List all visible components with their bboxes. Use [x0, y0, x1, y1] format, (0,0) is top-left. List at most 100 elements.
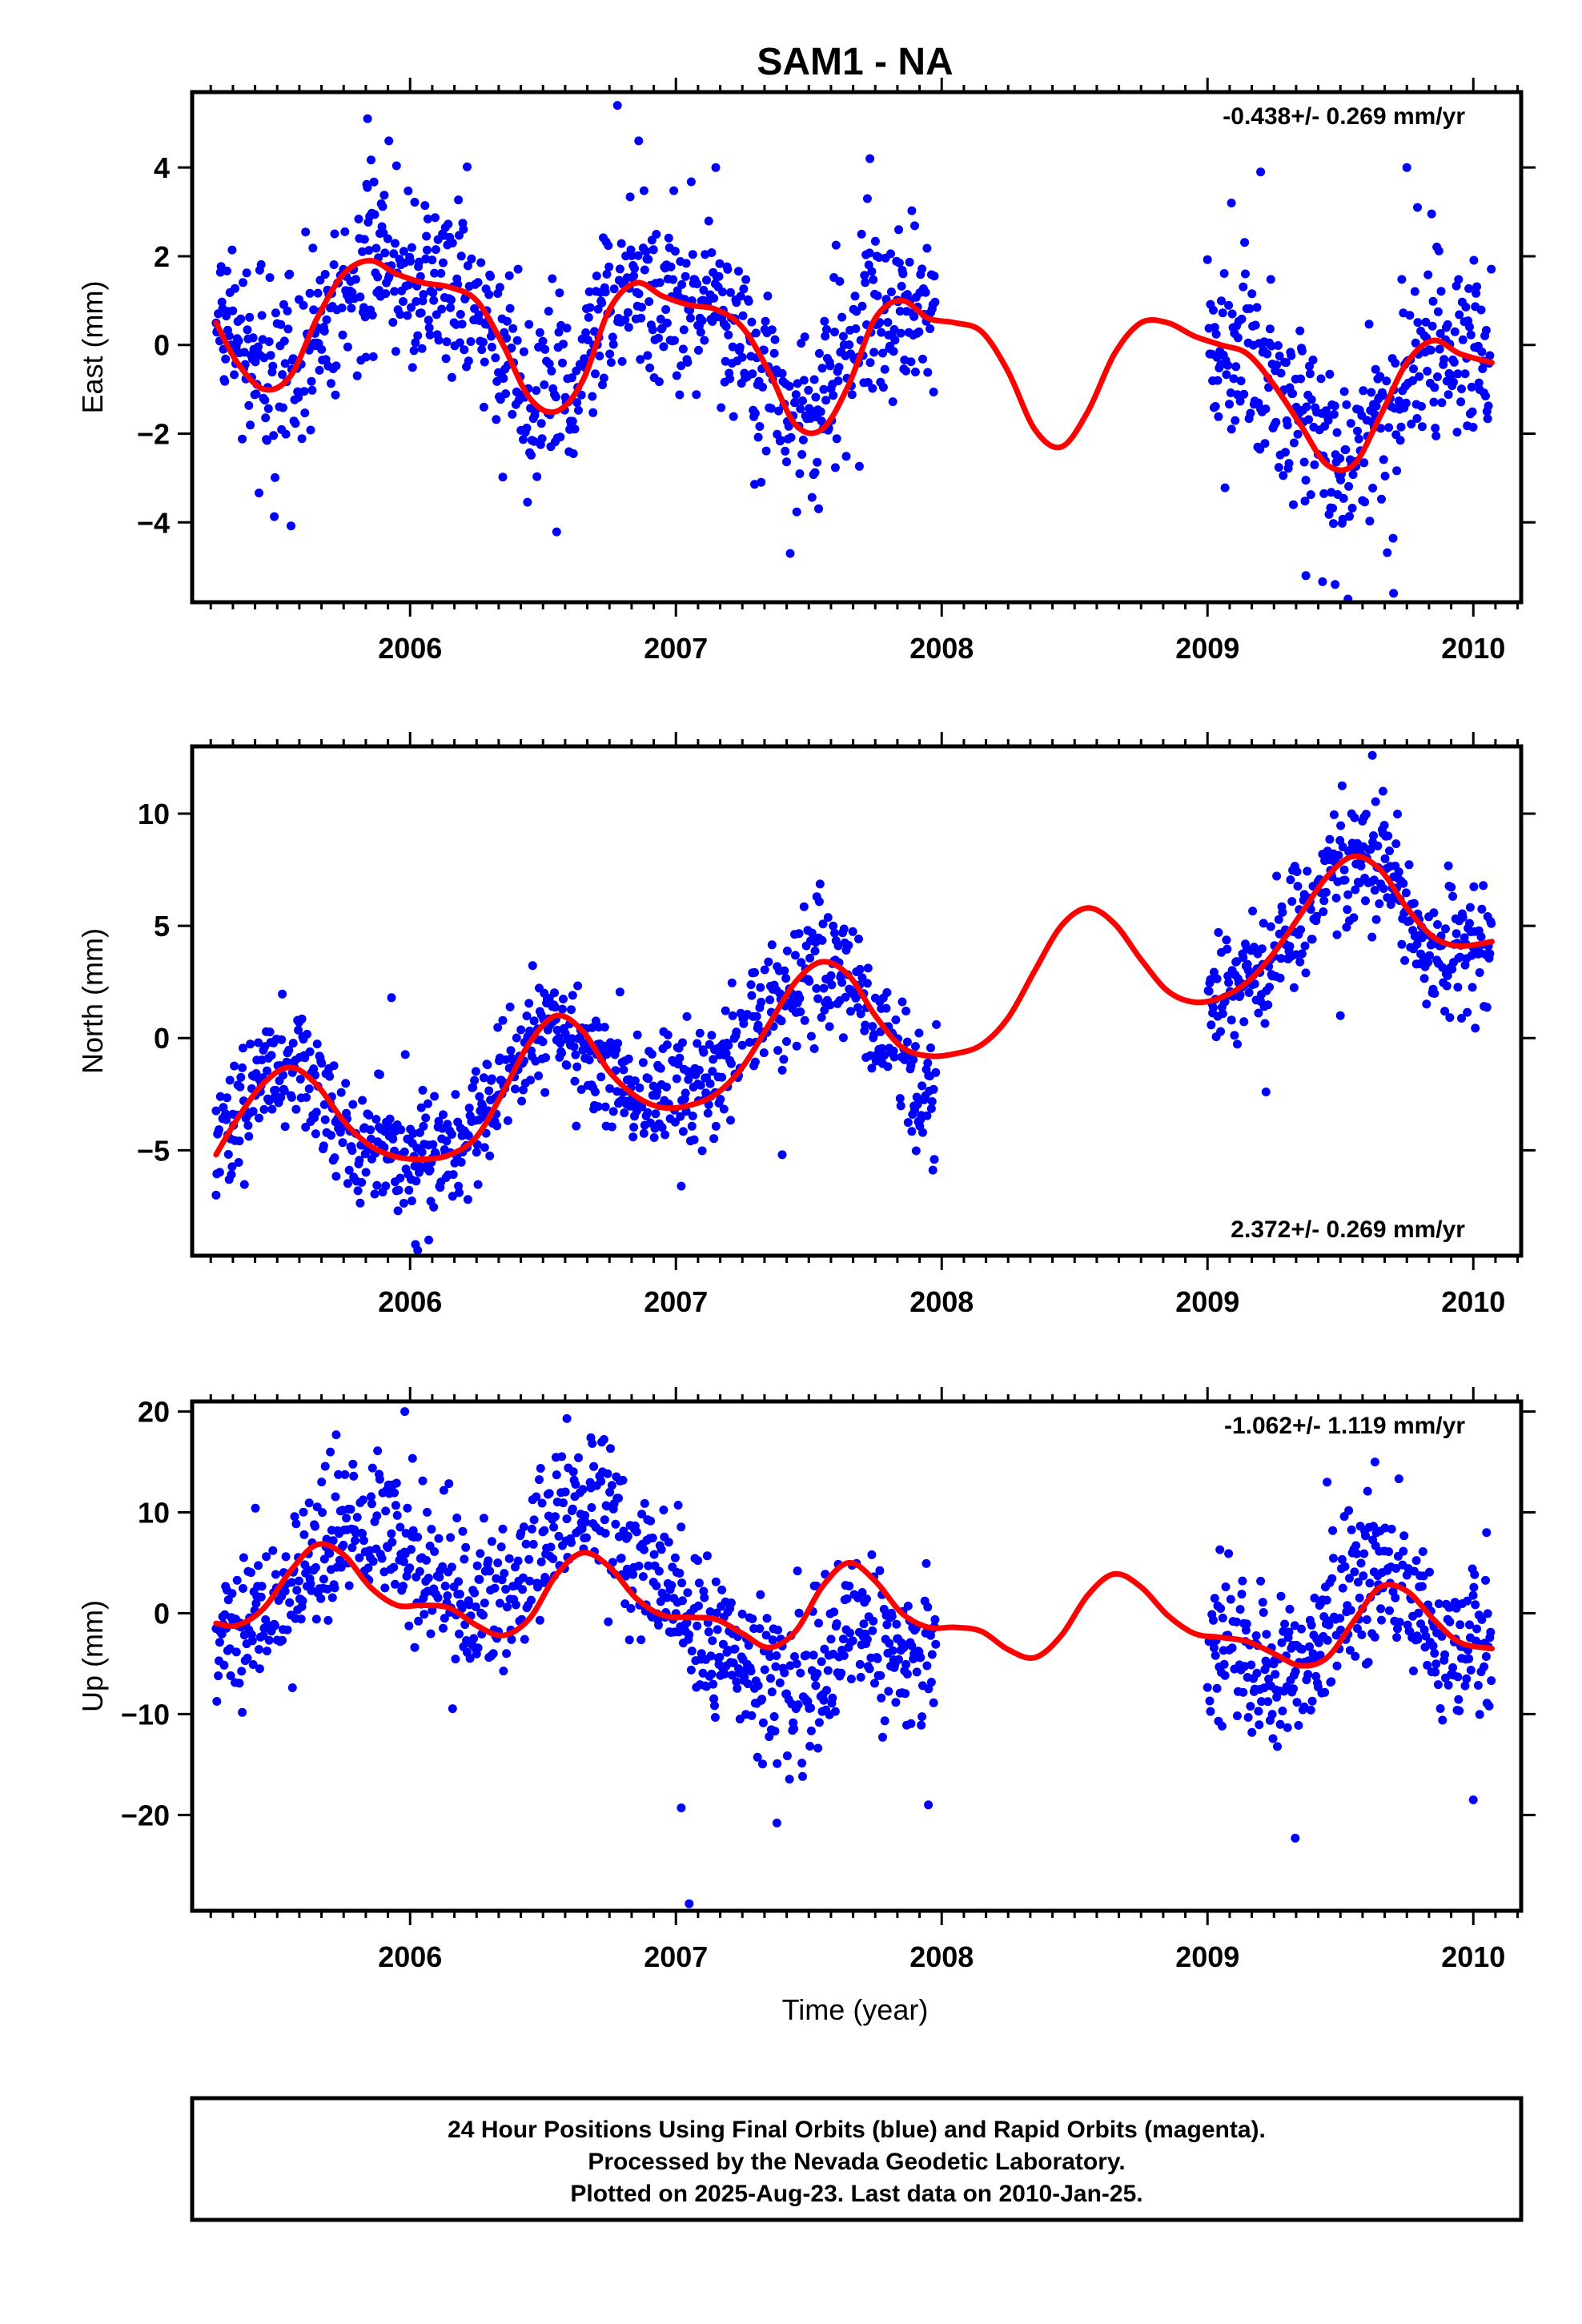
up-data-point: [758, 1759, 767, 1769]
north-data-point: [1485, 949, 1495, 959]
east-data-point: [595, 352, 604, 360]
east-data-point: [686, 177, 696, 187]
east-data-point: [476, 258, 486, 267]
up-data-point: [1464, 1654, 1474, 1663]
up-outlier-point: [1482, 1528, 1492, 1538]
east-data-point: [845, 340, 854, 349]
north-data-point: [891, 1015, 901, 1024]
up-data-point: [1227, 1643, 1237, 1653]
up-data-point: [727, 1671, 737, 1680]
north-rate-label: 2.372+/- 0.269 mm/yr: [1231, 1216, 1465, 1243]
up-data-point: [603, 1469, 612, 1478]
up-data-point: [1329, 1554, 1338, 1563]
up-data-point: [424, 1574, 433, 1582]
east-data-point: [231, 283, 239, 293]
up-data-point: [917, 1720, 926, 1730]
north-data-point: [239, 1180, 249, 1189]
east-data-point: [536, 419, 546, 428]
north-data-point: [895, 1094, 905, 1104]
east-data-point: [793, 379, 802, 388]
up-data-point: [1206, 1707, 1215, 1716]
up-data-point: [349, 1471, 359, 1481]
east-data-point: [715, 259, 725, 268]
up-data-point: [460, 1554, 469, 1564]
north-data-point: [1385, 846, 1394, 855]
east-data-point: [1288, 389, 1298, 398]
east-data-point: [363, 183, 372, 192]
up-data-point: [330, 1583, 339, 1593]
north-data-point: [1223, 944, 1232, 954]
up-data-point: [884, 1687, 893, 1696]
up-data-point: [636, 1635, 646, 1645]
up-data-point: [620, 1599, 630, 1609]
east-data-point: [1443, 390, 1453, 400]
north-plot-frame: [190, 744, 1524, 1258]
north-data-point: [1356, 861, 1366, 870]
up-data-point: [790, 1652, 799, 1661]
up-data-point: [805, 1742, 815, 1751]
east-data-point: [643, 351, 652, 360]
up-data-point: [285, 1598, 295, 1607]
up-data-point: [600, 1529, 610, 1538]
east-data-point: [909, 312, 919, 321]
east-data-point: [814, 348, 824, 358]
up-data-point: [557, 1452, 567, 1462]
east-data-point: [753, 432, 763, 442]
east-data-point: [338, 330, 347, 340]
east-data-point: [1461, 302, 1471, 312]
east-data-point: [1364, 320, 1374, 329]
north-data-point: [1423, 958, 1433, 967]
up-data-point: [829, 1607, 839, 1617]
east-data-point: [1449, 357, 1459, 367]
up-data-point: [1346, 1606, 1355, 1615]
east-data-point: [669, 186, 679, 195]
east-data-point: [276, 320, 286, 329]
east-data-point: [367, 155, 375, 165]
north-data-point: [1400, 955, 1410, 965]
east-data-point: [1456, 397, 1466, 407]
north-data-point: [750, 1057, 760, 1067]
east-data-point: [299, 387, 309, 396]
up-data-point: [811, 1681, 821, 1691]
east-data-point: [1431, 431, 1441, 440]
east-data-point: [1251, 320, 1260, 330]
north-data-point: [1260, 1019, 1270, 1028]
up-data-point: [1307, 1696, 1317, 1706]
east-data-point: [1339, 493, 1348, 503]
east-data-point: [522, 424, 532, 432]
up-data-point: [1203, 1683, 1212, 1692]
north-data-point: [396, 1173, 405, 1183]
east-data-point: [1222, 370, 1231, 380]
up-data-point: [535, 1615, 544, 1625]
east-data-point: [693, 279, 702, 288]
east-data-point: [807, 493, 817, 502]
east-data-point: [1229, 374, 1239, 384]
up-data-point: [768, 1635, 777, 1645]
east-data-point: [1325, 369, 1335, 379]
up-data-point: [408, 1454, 417, 1463]
north-data-point: [1397, 939, 1407, 949]
east-data-point: [1397, 275, 1407, 284]
up-data-point: [926, 1678, 936, 1687]
up-data-point: [616, 1554, 626, 1563]
up-data-point: [707, 1669, 717, 1679]
east-data-point: [415, 257, 424, 267]
up-data-point: [1481, 1652, 1491, 1661]
north-data-point: [795, 994, 805, 1003]
east-data-point: [644, 255, 653, 264]
east-data-point: [847, 390, 857, 400]
east-data-point: [459, 224, 468, 234]
east-data-point: [351, 275, 360, 284]
east-data-point: [767, 325, 777, 335]
east-data-point: [559, 340, 568, 349]
north-data-point: [913, 1100, 922, 1109]
east-data-point: [906, 357, 916, 367]
east-data-point: [317, 344, 327, 354]
up-data-point: [264, 1635, 274, 1645]
north-data-point: [825, 1000, 835, 1010]
north-data-point: [1300, 941, 1310, 951]
up-data-point: [225, 1644, 235, 1654]
east-data-point: [1417, 401, 1426, 411]
north-data-point: [1303, 866, 1312, 876]
up-data-point: [214, 1671, 223, 1681]
